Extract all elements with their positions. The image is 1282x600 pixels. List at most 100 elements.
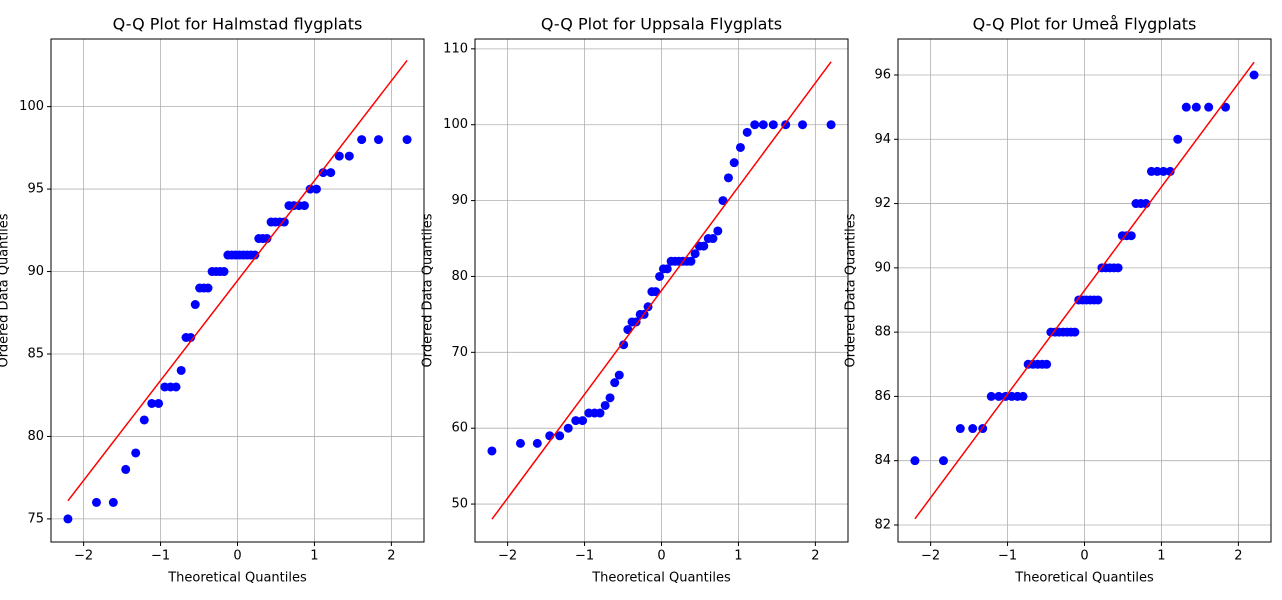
y-tick-label: 50 [451,497,468,512]
point [1158,166,1168,176]
x-tick-label: −1 [998,549,1017,564]
point [595,408,605,418]
point [768,120,778,130]
axes-frame [474,38,849,543]
axes-frame [50,38,425,543]
point [742,127,752,137]
y-tick-label: 86 [874,389,891,404]
y-tick-label: 82 [874,517,891,532]
point [344,151,354,161]
subplot-title: Q-Q Plot for Halmstad flygplats [113,15,363,34]
x-axis-label: Theoretical Quantiles [591,571,731,586]
x-tick-label: 0 [233,549,241,564]
point [571,416,581,426]
point [250,250,260,260]
y-tick-label: 80 [27,429,44,444]
point [938,456,948,466]
y-tick-label: 90 [27,264,44,279]
point [1093,295,1103,305]
point [686,256,696,266]
point [555,431,565,441]
y-tick-label: 90 [451,193,468,208]
point [318,168,328,178]
axes-frame [897,38,1272,543]
x-tick-label: 1 [310,549,318,564]
point [798,120,808,130]
point [1181,102,1191,112]
x-axis-label: Theoretical Quantiles [1014,571,1154,586]
point [1249,70,1259,80]
y-tick-label: 88 [874,325,891,340]
point [1191,102,1201,112]
y-tick-label: 80 [451,269,468,284]
x-tick-label: −2 [921,549,940,564]
y-tick-label: 70 [451,345,468,360]
point [374,135,384,145]
x-tick-label: 2 [1234,549,1242,564]
y-tick-label: 85 [27,346,44,361]
point [357,135,367,145]
point [487,446,497,456]
y-tick-label: 96 [874,67,891,82]
subplot-title: Q-Q Plot for Uppsala Flygplats [541,15,782,34]
point [1126,231,1136,241]
y-tick-label: 92 [874,196,891,211]
x-tick-label: 1 [734,549,742,564]
point [532,438,542,448]
point [955,424,965,434]
x-tick-label: −1 [151,549,170,564]
fit-line [67,59,408,502]
point [1173,134,1183,144]
point [91,497,101,507]
point [708,234,718,244]
point [139,415,149,425]
x-tick-label: 2 [387,549,395,564]
point [563,423,573,433]
point [718,196,728,206]
point [735,142,745,152]
x-tick-label: 0 [657,549,665,564]
point [326,168,336,178]
x-tick-label: 0 [1080,549,1088,564]
point [402,135,412,145]
point [131,448,141,458]
point [619,340,629,350]
point [171,382,181,392]
point [994,391,1004,401]
point [262,234,272,244]
y-tick-label: 95 [27,182,44,197]
point [1221,102,1231,112]
y-tick-label: 100 [19,99,44,114]
x-tick-label: −2 [74,549,93,564]
y-tick-label: 75 [27,511,44,526]
point [311,184,321,194]
point [147,398,157,408]
point [662,264,672,274]
point [1042,359,1052,369]
subplot: Q-Q Plot for Umeå Flygplats −2 −1 0 1 2 82 84 86… [844,15,1272,586]
point [605,393,615,403]
x-tick-label: 1 [1157,549,1165,564]
point [186,333,196,343]
point [334,151,344,161]
point [655,271,665,281]
point [614,370,624,380]
y-axis-label: Ordered Data Quantiles [844,213,859,367]
y-tick-label: 94 [874,132,891,147]
point [1152,166,1162,176]
y-tick-label: 84 [874,453,891,468]
point [203,283,213,293]
point [305,184,315,194]
point [1113,263,1123,273]
point [729,158,739,168]
y-tick-label: 100 [443,117,468,132]
point [219,267,229,277]
fit-line [491,61,832,520]
point [699,241,709,251]
point [910,456,920,466]
point [713,226,723,236]
x-tick-label: 2 [811,549,819,564]
y-tick-label: 110 [443,41,468,56]
